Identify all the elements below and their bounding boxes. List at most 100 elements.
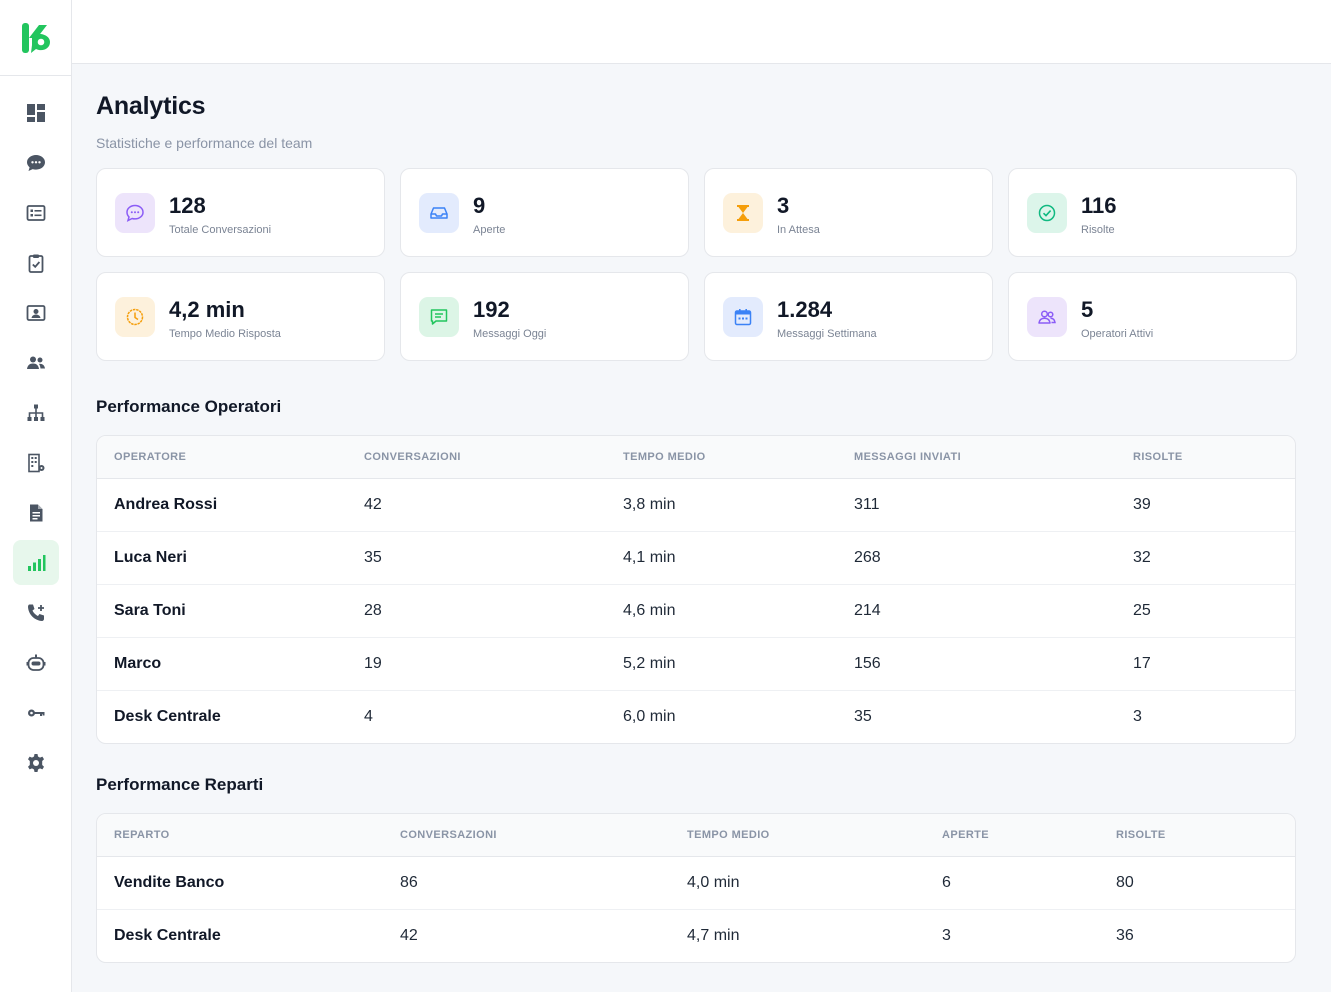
stat-value: 5 (1081, 296, 1094, 322)
cell-conversations: 19 (364, 637, 623, 691)
stat-label: Tempo Medio Risposta (169, 327, 281, 340)
stat-text: 3 In Attesa (777, 193, 820, 236)
cell-resolved: 17 (1133, 637, 1295, 691)
cell-open: 6 (942, 856, 1116, 910)
brand-logo[interactable] (0, 0, 71, 76)
cell-resolved: 36 (1116, 926, 1134, 944)
cell-resolved: 25 (1133, 584, 1295, 638)
stat-text: 128 Totale Conversazioni (169, 193, 272, 236)
stat-icon-box (723, 192, 763, 233)
column-header[interactable]: TEMPO MEDIO (687, 814, 942, 857)
cell-avg-time: 5,2 min (623, 637, 854, 691)
department-name: Vendite Banco (97, 856, 400, 910)
cell-resolved: 3 (1133, 707, 1142, 725)
column-header[interactable]: RISOLTE (1116, 814, 1295, 857)
nav-tasks[interactable] (13, 240, 59, 285)
stat-text: 4,2 min Tempo Medio Risposta (169, 296, 281, 340)
cell-conversations: 28 (364, 584, 623, 638)
operator-name: Luca Neri (97, 531, 364, 585)
nav-team[interactable] (13, 340, 59, 385)
column-header[interactable]: CONVERSAZIONI (364, 436, 623, 479)
operators-table-card: OPERATORE CONVERSAZIONI TEMPO MEDIO MESS… (96, 435, 1296, 744)
stats-grid: 128 Totale Conversazioni 9 Aperte 3 In A… (96, 168, 1297, 361)
nav-contacts[interactable] (13, 290, 59, 335)
robot-icon (26, 654, 46, 671)
nav-analytics[interactable] (13, 540, 59, 585)
nav-api-keys[interactable] (13, 690, 59, 735)
stat-label: Totale Conversazioni (169, 223, 272, 236)
cell-conversations: 42 (400, 926, 418, 944)
stat-value: 116 (1081, 192, 1117, 218)
inbox-icon (430, 206, 448, 219)
top-bar (72, 0, 1331, 64)
nav-settings[interactable] (13, 740, 59, 785)
table-row[interactable]: Desk Centrale 42 4,7 min 3 36 (97, 909, 1295, 962)
nav-departments[interactable] (13, 390, 59, 435)
operator-name: Desk Centrale (114, 707, 221, 725)
column-header[interactable]: APERTE (942, 814, 1116, 857)
cell-avg-time: 6,0 min (623, 707, 676, 725)
stat-text: 5 Operatori Attivi (1081, 296, 1153, 340)
stat-text: 116 Risolte (1081, 192, 1117, 236)
table-row[interactable]: Marco 19 5,2 min 156 17 (97, 637, 1295, 691)
nav-documents[interactable] (13, 490, 59, 535)
stat-card-avg-response: 4,2 min Tempo Medio Risposta (96, 272, 385, 361)
stat-text: 9 Aperte (473, 192, 506, 236)
stat-label: In Attesa (777, 223, 820, 236)
operator-name: Sara Toni (97, 584, 364, 638)
ticket-list-icon (26, 204, 46, 221)
calendar-icon (734, 308, 752, 325)
building-icon (28, 453, 45, 472)
table-row[interactable]: Sara Toni 28 4,6 min 214 25 (97, 584, 1295, 638)
sidebar-nav (0, 76, 71, 785)
stat-card-total-conversations: 128 Totale Conversazioni (96, 168, 385, 257)
stat-label: Messaggi Settimana (777, 327, 877, 340)
column-header[interactable]: MESSAGGI INVIATI (854, 436, 1133, 479)
cell-conversations: 42 (364, 478, 623, 532)
table-row[interactable]: Luca Neri 35 4,1 min 268 32 (97, 531, 1295, 585)
stat-label: Risolte (1081, 223, 1115, 236)
table-row[interactable]: Desk Centrale 4 6,0 min 35 3 (97, 690, 1295, 743)
stat-icon-box (419, 192, 459, 233)
table-row[interactable]: Vendite Banco 86 4,0 min 6 80 (97, 856, 1295, 910)
column-header[interactable]: RISOLTE (1133, 436, 1295, 479)
stat-card-active-operators: 5 Operatori Attivi (1008, 272, 1297, 361)
stat-label: Messaggi Oggi (473, 327, 547, 340)
column-header[interactable]: OPERATORE (97, 436, 364, 479)
cell-messages-sent: 268 (854, 531, 1133, 585)
column-header[interactable]: REPARTO (97, 814, 400, 857)
operator-name: Andrea Rossi (97, 478, 364, 532)
cell-conversations: 35 (364, 531, 623, 585)
cell-messages-sent: 156 (854, 637, 1133, 691)
cell-conversations: 4 (364, 707, 373, 725)
stat-card-messages-today: 192 Messaggi Oggi (400, 272, 689, 361)
sidebar (0, 0, 72, 992)
operators-section-title: Performance Operatori (96, 397, 282, 416)
table-row[interactable]: Andrea Rossi 42 3,8 min 311 39 (97, 478, 1295, 532)
nav-bot[interactable] (13, 640, 59, 685)
stat-card-resolved: 116 Risolte (1008, 168, 1297, 257)
stat-text: 1.284 Messaggi Settimana (777, 297, 877, 340)
stat-icon-box (115, 296, 155, 337)
document-icon (30, 504, 43, 521)
stat-label: Aperte (473, 223, 506, 236)
column-header[interactable]: TEMPO MEDIO (623, 436, 854, 479)
dashboard-icon (27, 103, 45, 122)
stat-card-open: 9 Aperte (400, 168, 689, 257)
stat-icon-box (723, 296, 763, 337)
nav-conversations[interactable] (13, 140, 59, 185)
operator-name: Marco (97, 637, 364, 691)
stat-value: 4,2 min (169, 296, 245, 322)
key-icon (28, 709, 45, 716)
column-header[interactable]: CONVERSAZIONI (400, 814, 687, 857)
stat-value: 9 (473, 192, 486, 218)
users-icon (27, 356, 45, 369)
contact-card-icon (26, 304, 46, 321)
cell-messages-sent: 311 (854, 478, 1133, 532)
nav-phone[interactable] (13, 590, 59, 635)
bar-chart-icon (28, 554, 46, 571)
nav-companies[interactable] (13, 440, 59, 485)
nav-tickets[interactable] (13, 190, 59, 235)
nav-dashboard[interactable] (13, 90, 59, 135)
cell-messages-sent: 214 (854, 584, 1133, 638)
